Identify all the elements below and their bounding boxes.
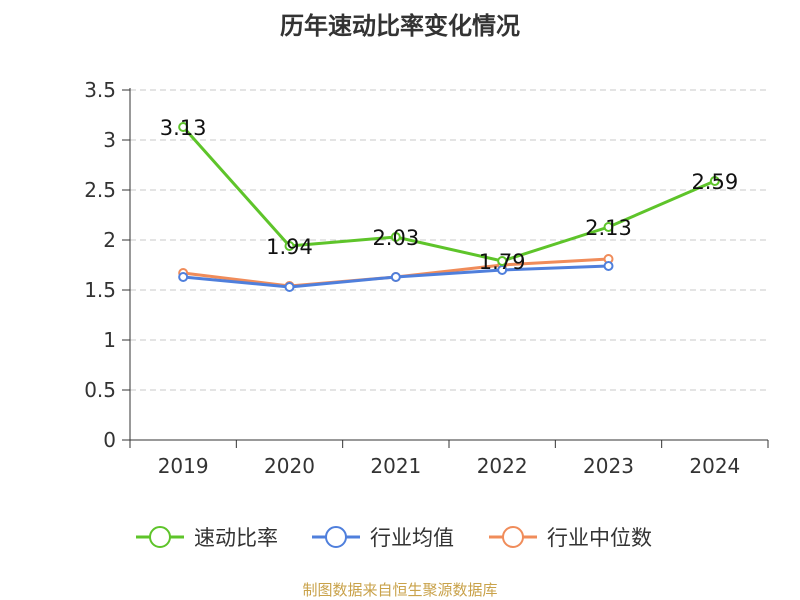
y-tick-label-4: 2	[103, 228, 116, 252]
legend-label-2: 行业中位数	[547, 526, 652, 550]
chart-title: 历年速动比率变化情况	[280, 12, 520, 40]
data-label-2024: 2.59	[691, 170, 738, 194]
y-tick-label-7: 3.5	[84, 78, 116, 102]
legend-label-1: 行业均值	[370, 526, 454, 550]
legend-item-0[interactable]: 速动比率	[136, 526, 278, 550]
series-0-point-2022[interactable]	[497, 256, 508, 266]
series-line-0	[182, 126, 716, 263]
legend-swatch-marker-1	[325, 526, 347, 548]
legend-swatch-marker-2	[502, 526, 524, 548]
series-1-point-2020[interactable]	[284, 282, 295, 292]
series-1-point-2021[interactable]	[390, 272, 401, 282]
data-label-2022: 1.79	[479, 250, 526, 274]
y-tick-label-3: 1.5	[84, 278, 116, 302]
legend[interactable]: 速动比率 行业均值 行业中位数	[136, 526, 652, 550]
x-tick-label-2023: 2023	[583, 454, 634, 478]
series-0-point-2024[interactable]	[709, 176, 720, 186]
legend-item-2[interactable]: 行业中位数	[489, 526, 652, 550]
legend-label-0: 速动比率	[194, 526, 278, 550]
x-tick-label-2020: 2020	[264, 454, 315, 478]
grid-lines	[130, 89, 768, 391]
series-1-point-2019[interactable]	[178, 272, 189, 282]
axes: 0 0.5 1 1.5 2 2.5 3 3.5 2019 2020 2021 2022 2023 2024	[84, 78, 769, 478]
data-label-2020: 1.94	[266, 235, 313, 259]
y-tick-label-0: 0	[103, 428, 116, 452]
x-tick-label-2024: 2024	[689, 454, 740, 478]
x-tick-label-2021: 2021	[370, 454, 421, 478]
legend-swatch-marker-0	[149, 526, 171, 548]
data-labels: 3.13 1.94 2.03 1.79 2.13 2.59	[160, 116, 738, 274]
y-tick-label-5: 2.5	[84, 178, 116, 202]
y-tick-label-6: 3	[103, 128, 116, 152]
series-1-point-2023[interactable]	[603, 261, 614, 271]
series-0-point-2023[interactable]	[603, 222, 614, 232]
legend-item-1[interactable]: 行业均值	[312, 526, 454, 550]
source-note: 制图数据来自恒生聚源数据库	[302, 581, 498, 599]
series-0-point-2020[interactable]	[284, 241, 295, 251]
y-tick-label-2: 1	[103, 328, 116, 352]
series-0-point-2019[interactable]	[178, 122, 189, 132]
data-label-2023: 2.13	[585, 216, 632, 240]
series-0-point-2021[interactable]	[390, 232, 401, 242]
data-label-2021: 2.03	[372, 226, 419, 250]
x-tick-label-2022: 2022	[477, 454, 528, 478]
series	[178, 122, 720, 292]
x-tick-label-2019: 2019	[158, 454, 209, 478]
y-tick-label-1: 0.5	[84, 378, 116, 402]
data-label-2019: 3.13	[160, 116, 207, 140]
